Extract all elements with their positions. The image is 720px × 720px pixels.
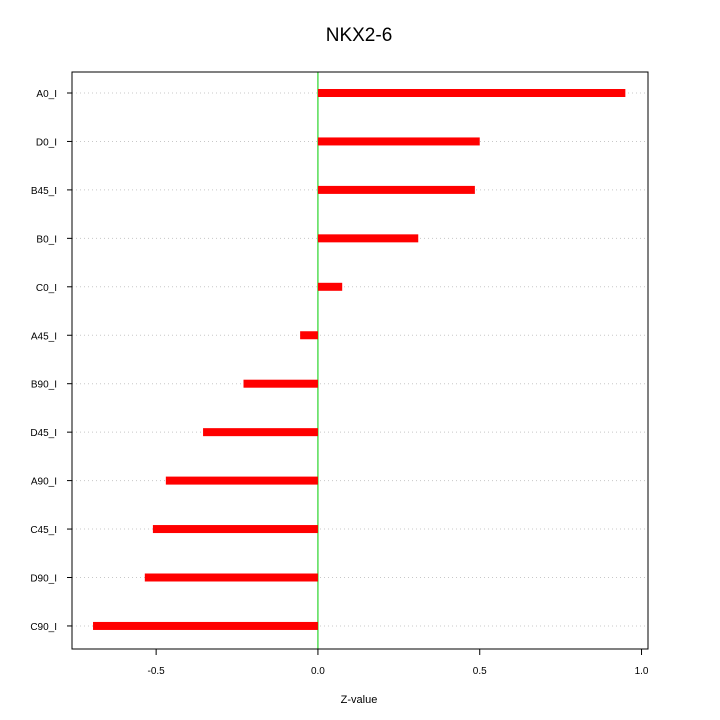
y-tick-label: A90_I xyxy=(31,477,57,488)
y-tick-label: C90_I xyxy=(30,622,57,633)
x-tick-label: -0.5 xyxy=(148,666,166,677)
y-tick-label: B90_I xyxy=(31,380,57,391)
bar xyxy=(300,331,318,340)
bar xyxy=(317,137,480,146)
y-axis: A0_I D0_I B45_I B0_I C0_I A45_I B90_I D45_I A90_… xyxy=(30,89,72,633)
bar xyxy=(152,525,318,534)
bar xyxy=(165,476,318,485)
x-tick-label: 0.5 xyxy=(473,666,487,677)
y-tick-label: D90_I xyxy=(30,574,57,585)
y-tick-label: B0_I xyxy=(36,234,57,245)
y-tick-label: B45_I xyxy=(31,186,57,197)
bar xyxy=(93,621,318,630)
y-tick-label: A0_I xyxy=(36,89,57,100)
plot-frame xyxy=(71,71,649,650)
bar xyxy=(203,428,318,437)
x-axis-label: Z-value xyxy=(341,694,378,706)
x-axis: -0.5 0.0 0.5 1.0 xyxy=(148,649,649,677)
x-tick-label: 0.0 xyxy=(311,666,325,677)
bar xyxy=(317,234,419,243)
y-tick-label: D0_I xyxy=(36,137,57,148)
bar xyxy=(243,379,318,388)
x-tick-label: 1.0 xyxy=(635,666,649,677)
bars xyxy=(93,89,626,630)
bar xyxy=(144,573,318,582)
y-tick-label: C0_I xyxy=(36,283,57,294)
grid-lines xyxy=(72,92,648,627)
bar xyxy=(317,282,343,291)
bar xyxy=(317,89,626,97)
bar xyxy=(317,185,475,194)
chart-title: NKX2-6 xyxy=(326,25,393,46)
y-tick-label: D45_I xyxy=(30,428,57,439)
y-tick-label: C45_I xyxy=(30,525,57,536)
y-tick-label: A45_I xyxy=(31,331,57,342)
